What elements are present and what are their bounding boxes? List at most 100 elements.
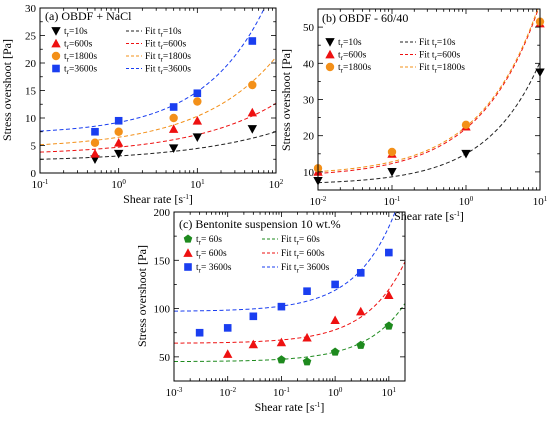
legend-marker-series-3 (325, 62, 335, 72)
data-point-series-2 (113, 138, 124, 147)
y-tick-label: 20 (25, 58, 37, 70)
x-tick-label: 101 (533, 195, 548, 208)
fit-curve-series-2 (318, 9, 539, 174)
data-point-series-3 (249, 312, 258, 321)
y-tick-label: 15 (25, 86, 37, 98)
legend-label-series-4: tr=3600s (64, 65, 97, 77)
legend-label-series-3: tr= 3600s (196, 263, 232, 275)
data-point-series-2 (248, 339, 259, 349)
data-point-series-2 (168, 124, 179, 133)
data-point-series-3 (90, 138, 100, 147)
data-point-series-3 (195, 328, 204, 337)
panel-a-chart: 10-1 100 101 102 0 5 10 15 20 25 30 Shear rate [s-1… (0, 3, 284, 206)
x-tick-label: 10-2 (219, 386, 236, 399)
y-tick-label: 5 (31, 141, 37, 153)
panel-title: (b) OBDF - 60/40 (322, 11, 408, 25)
legend-fit-label-series-3: Fit tr=1800s (419, 63, 465, 75)
legend-fit-label-series-1: Fit tr=10s (145, 27, 182, 39)
legend-label-series-2: tr= 600s (196, 249, 227, 261)
data-point-series-1 (330, 347, 340, 356)
data-point-series-1 (302, 357, 312, 366)
data-point-series-1 (247, 125, 258, 134)
plot-frame (317, 8, 541, 191)
panel-b-chart: 10-2 10-1 100 101 10 20 30 40 50 Shear rate [s-1]… (279, 8, 548, 223)
legend-fit-label-series-2: Fit tr=600s (145, 40, 187, 52)
y-tick-label: 10 (303, 167, 315, 179)
y-tick-label: 40 (303, 58, 315, 70)
legend-label-series-1: tr=10s (338, 38, 362, 50)
data-point-series-3 (223, 324, 232, 332)
data-point-series-3 (331, 280, 339, 289)
data-point-series-2 (247, 107, 258, 117)
fit-curve-series-2 (174, 261, 405, 344)
x-tick-label: 10-3 (166, 386, 183, 399)
data-point-series-2 (276, 337, 287, 347)
fit-curve-series-4 (40, 8, 266, 132)
fit-curve-series-3 (318, 9, 539, 173)
panel-title: (a) OBDF + NaCl (45, 9, 132, 23)
legend-fit-label-series-2: Fit tr=600s (419, 51, 461, 63)
x-tick-label: 100 (111, 178, 126, 191)
legend-marker-series-2 (183, 248, 193, 257)
y-tick-label: 0 (31, 168, 37, 180)
y-tick-label: 150 (154, 255, 171, 267)
data-point-series-4 (114, 116, 123, 125)
legend-label-series-3: tr=1800s (64, 52, 97, 64)
legend-fit-label-series-2: Fit tr= 600s (281, 249, 325, 261)
x-tick-label: 100 (459, 195, 474, 208)
fit-curve-series-1 (174, 303, 405, 363)
data-point-series-1 (277, 355, 286, 364)
data-point-series-4 (91, 127, 99, 136)
legend-label-series-2: tr=600s (64, 40, 93, 52)
legend-marker-series-1 (325, 38, 335, 47)
legend-marker-series-2 (51, 38, 61, 48)
data-point-series-3 (193, 97, 202, 106)
data-point-series-4 (248, 37, 257, 45)
y-axis-label: Stress overshoot [Pa] (279, 49, 293, 151)
legend-fit-label-series-1: Fit tr=10s (419, 38, 456, 50)
y-tick-label: 30 (303, 95, 315, 107)
data-point-series-2 (90, 149, 100, 158)
legend-label-series-2: tr=600s (338, 51, 367, 63)
legend-fit-label-series-3: Fit tr= 3600s (281, 263, 330, 275)
fit-curve-series-1 (318, 61, 540, 184)
data-point-series-4 (169, 103, 178, 111)
legend-fit-label-series-3: Fit tr=1800s (145, 52, 191, 64)
y-axis-label: Stress overshoot [Pa] (135, 245, 149, 347)
data-point-series-2 (223, 349, 233, 358)
panel-c-chart: 10-3 10-2 10-1 100 101 50 100 150 200 Shear rate … (135, 207, 406, 414)
data-point-series-3 (387, 147, 397, 157)
data-point-series-3 (277, 302, 286, 311)
legend-label-series-1: tr=10s (64, 27, 88, 39)
data-point-series-1 (192, 133, 203, 142)
data-point-series-1 (356, 340, 366, 349)
legend-marker-series-1 (51, 27, 61, 36)
data-point-series-2 (302, 332, 312, 342)
x-tick-label: 101 (382, 386, 397, 399)
data-point-series-1 (168, 144, 179, 153)
x-tick-label: 10-1 (384, 195, 401, 208)
data-point-series-1 (461, 149, 471, 159)
fit-curve-series-2 (40, 102, 276, 153)
fit-curve-series-1 (40, 131, 276, 160)
y-tick-label: 50 (159, 352, 171, 364)
legend-marker-series-1 (183, 234, 193, 243)
data-point-series-3 (385, 248, 393, 257)
y-tick-label: 30 (25, 3, 37, 15)
fit-curve-series-3 (40, 56, 276, 146)
legend-label-series-1: tr= 60s (196, 235, 222, 247)
y-tick-label: 25 (25, 31, 37, 43)
data-point-series-2 (384, 290, 394, 299)
data-point-series-1 (384, 321, 394, 330)
y-tick-label: 10 (25, 113, 37, 125)
fit-curve-series-3 (174, 212, 396, 312)
data-point-series-2 (330, 315, 340, 325)
x-tick-label: 101 (190, 178, 205, 191)
legend-marker-series-3 (184, 263, 192, 271)
panel-title: (c) Bentonite suspension 10 wt.% (179, 217, 341, 231)
y-axis-label: Stress overshoot [Pa] (0, 39, 14, 141)
data-point-series-3 (356, 269, 365, 277)
x-tick-label: 10-1 (32, 178, 49, 191)
x-tick-label: 10-2 (310, 195, 327, 208)
